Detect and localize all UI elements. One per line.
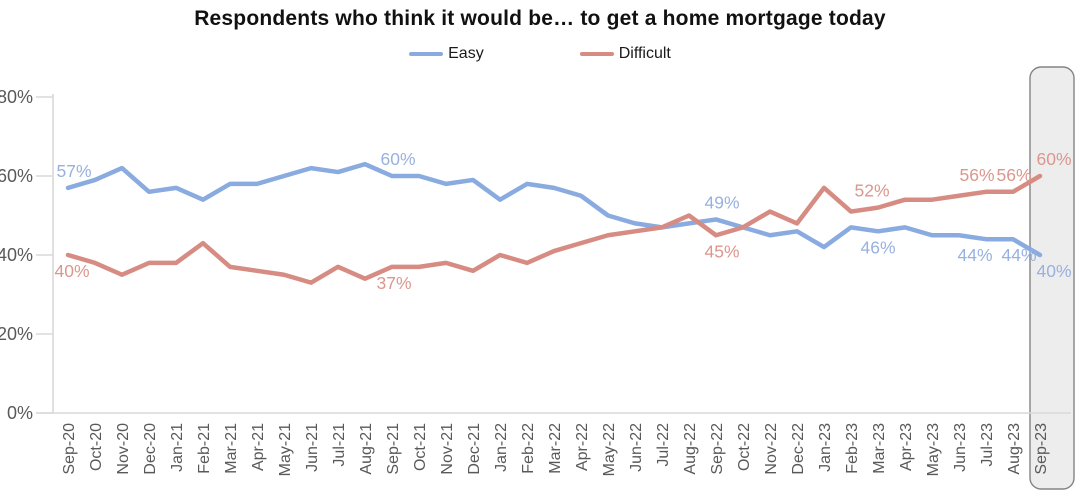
data-label-easy-jul-23: 44% bbox=[957, 245, 992, 265]
data-label-difficult-sep-23: 60% bbox=[1036, 149, 1071, 169]
x-tick-label: Apr-23 bbox=[898, 423, 915, 471]
y-tick-label: 0% bbox=[7, 403, 33, 423]
data-label-easy-sep-21: 60% bbox=[380, 149, 415, 169]
y-tick-label: 80% bbox=[0, 87, 33, 107]
x-tick-label: Feb-23 bbox=[844, 423, 861, 474]
data-label-difficult-sep-21: 37% bbox=[376, 273, 411, 293]
data-label-difficult-sep-22: 45% bbox=[704, 241, 739, 261]
difficult-line-swatch-icon bbox=[579, 51, 614, 57]
series-line-difficult bbox=[65, 173, 1043, 285]
x-tick-label: Sep-21 bbox=[385, 423, 402, 475]
x-tick-label: Feb-22 bbox=[520, 423, 537, 474]
x-tick-label: Sep-20 bbox=[61, 423, 78, 475]
highlight-box bbox=[1029, 66, 1075, 490]
x-tick-label: Jan-23 bbox=[817, 423, 834, 472]
x-tick-label: May-21 bbox=[277, 423, 294, 476]
x-tick-label: Jun-23 bbox=[952, 423, 969, 472]
data-label-easy-sep-20: 57% bbox=[56, 161, 91, 181]
data-label-easy-sep-23: 40% bbox=[1036, 261, 1071, 281]
data-label-easy-mar-23: 46% bbox=[860, 237, 895, 257]
x-tick-label: Aug-21 bbox=[358, 423, 375, 475]
x-tick-label: Jul-21 bbox=[331, 423, 348, 467]
x-tick-label: Dec-22 bbox=[790, 423, 807, 475]
x-tick-label: Feb-21 bbox=[196, 423, 213, 474]
x-tick-label: Jul-22 bbox=[655, 423, 672, 467]
legend-label-difficult: Difficult bbox=[618, 45, 671, 62]
x-tick-label: Mar-22 bbox=[547, 423, 564, 474]
x-tick-label: Oct-20 bbox=[88, 423, 105, 471]
x-tick-label: May-22 bbox=[601, 423, 618, 476]
x-tick-label: Aug-23 bbox=[1006, 423, 1023, 475]
chart-legend: Easy Difficult bbox=[0, 45, 1080, 63]
x-tick-label: Jan-22 bbox=[493, 423, 510, 472]
x-tick-label: Aug-22 bbox=[682, 423, 699, 475]
x-tick-label: Apr-22 bbox=[574, 423, 591, 471]
data-label-difficult-mar-23: 52% bbox=[854, 181, 889, 201]
x-tick-label: Oct-21 bbox=[412, 423, 429, 471]
easy-line-swatch-icon bbox=[409, 51, 444, 57]
x-tick-label: Mar-23 bbox=[871, 423, 888, 474]
x-tick-label: Nov-21 bbox=[439, 423, 456, 475]
x-tick-label: Sep-22 bbox=[709, 423, 726, 475]
y-tick-label: 60% bbox=[0, 166, 33, 186]
x-tick-label: Oct-22 bbox=[736, 423, 753, 471]
chart-title: Respondents who think it would be… to ge… bbox=[194, 7, 886, 30]
x-tick-label: May-23 bbox=[925, 423, 942, 476]
x-tick-label: Jun-21 bbox=[304, 423, 321, 472]
legend-item-easy: Easy bbox=[409, 45, 484, 63]
x-tick-label: Nov-22 bbox=[763, 423, 780, 475]
y-tick-label: 40% bbox=[0, 245, 33, 265]
y-tick-label: 20% bbox=[0, 324, 33, 344]
x-tick-label: Nov-20 bbox=[115, 423, 132, 475]
data-label-easy-aug-23: 44% bbox=[1001, 245, 1036, 265]
x-tick-label: Jun-22 bbox=[628, 423, 645, 472]
x-tick-label: Jan-21 bbox=[169, 423, 186, 472]
data-label-difficult-aug-23: 56% bbox=[996, 165, 1031, 185]
x-tick-label: Dec-21 bbox=[466, 423, 483, 475]
x-tick-label: Mar-21 bbox=[223, 423, 240, 474]
legend-label-easy: Easy bbox=[448, 45, 484, 62]
legend-item-difficult: Difficult bbox=[579, 45, 671, 63]
data-label-easy-sep-22: 49% bbox=[704, 192, 739, 212]
x-tick-label: Dec-20 bbox=[142, 423, 159, 475]
x-tick-label: Jul-23 bbox=[979, 423, 996, 467]
x-tick-label: Apr-21 bbox=[250, 423, 267, 471]
x-tick-label: Sep-23 bbox=[1033, 423, 1050, 475]
series-line-easy bbox=[65, 161, 1043, 258]
data-label-difficult-jul-23: 56% bbox=[959, 165, 994, 185]
data-label-difficult-sep-20: 40% bbox=[54, 261, 89, 281]
